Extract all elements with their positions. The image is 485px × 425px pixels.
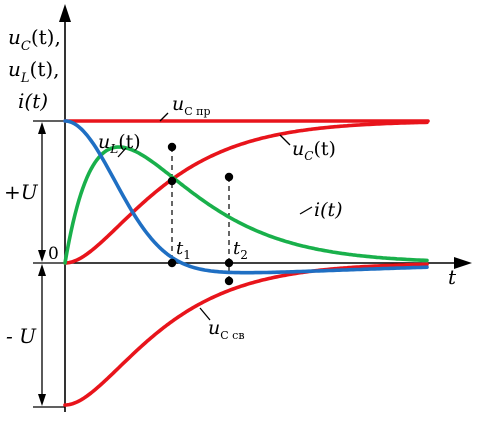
- uc-free-curve: [63, 262, 429, 407]
- uc-forced-label: uC пр: [172, 93, 211, 118]
- uc-label: uC(t): [292, 138, 336, 163]
- plus-u-arrow-top: [38, 122, 46, 134]
- ul-label: uL(t): [98, 131, 141, 156]
- t2-axis-dot: [224, 258, 234, 268]
- y-label-line3: i(t): [18, 89, 48, 113]
- t2-label: t2: [233, 238, 248, 262]
- y-label-line1: uC(t),: [8, 25, 61, 54]
- origin-label: 0: [48, 244, 59, 264]
- ul-curve: [63, 119, 429, 275]
- t-axis-arrow: [454, 257, 472, 269]
- minus-u-label: - U: [6, 324, 37, 348]
- y-label-line2: uL(t),: [8, 57, 60, 86]
- t1-label: t1: [176, 238, 191, 262]
- current-peak-dot: [167, 142, 177, 152]
- current-t2-dot: [224, 172, 234, 182]
- current-curve: [63, 145, 429, 265]
- uc-curve: [63, 120, 429, 265]
- minus-u-arrow-top: [38, 264, 46, 276]
- t-axis-label: t: [448, 265, 457, 289]
- current-label: i(t): [314, 199, 343, 221]
- plus-u-label: +U: [4, 180, 39, 204]
- ul-leader: [117, 147, 127, 158]
- uc-free-label: uC св: [208, 317, 245, 342]
- y-axis-arrow: [59, 4, 71, 22]
- uc-t1-dot: [167, 176, 177, 186]
- minus-u-arrow-bottom: [38, 394, 46, 406]
- uc-free-leader: [199, 307, 211, 321]
- current-leader: [299, 206, 313, 215]
- t1-axis-dot: [167, 258, 177, 268]
- ul-min-dot: [224, 276, 234, 286]
- uc-forced-leader: [159, 112, 169, 122]
- plus-u-arrow-bottom: [38, 250, 46, 262]
- uc-leader: [279, 134, 291, 146]
